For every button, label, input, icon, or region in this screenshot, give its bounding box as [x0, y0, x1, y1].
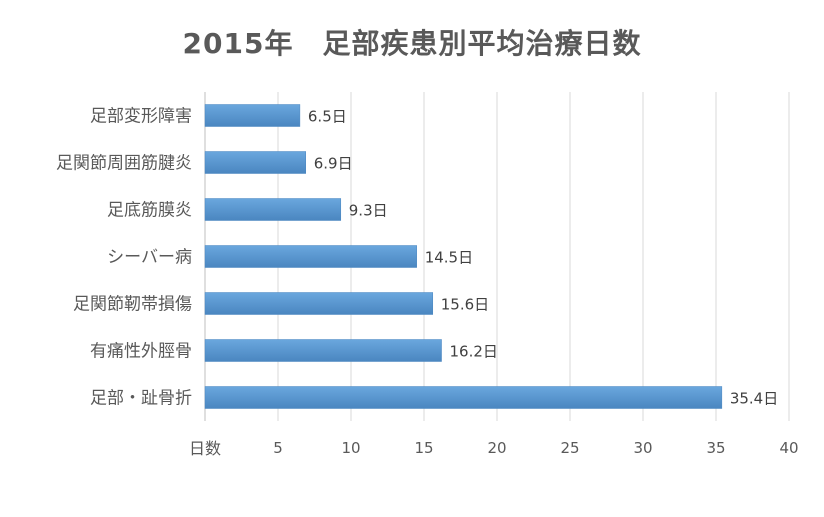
bar-2 — [204, 198, 342, 221]
category-label-5: 有痛性外脛骨 — [90, 342, 192, 362]
bar-1 — [204, 151, 306, 174]
x-tick-label-5: 5 — [273, 439, 283, 457]
x-axis-label: 日数 — [189, 439, 221, 458]
x-tick-label-20: 20 — [487, 439, 506, 457]
bar-4 — [204, 292, 434, 315]
bar-3 — [204, 245, 417, 268]
bar-5 — [204, 339, 442, 362]
x-tick-label-10: 10 — [341, 439, 360, 457]
data-label-6: 35.4日 — [730, 390, 778, 408]
category-label-6: 足部・趾骨折 — [90, 389, 192, 409]
category-label-4: 足関節靭帯損傷 — [73, 295, 192, 315]
data-label-4: 15.6日 — [441, 296, 489, 314]
chart-title: 2015年 足部疾患別平均治療日数 — [182, 27, 642, 60]
x-tick-label-35: 35 — [706, 439, 725, 457]
category-label-2: 足底筋膜炎 — [107, 201, 192, 221]
data-label-0: 6.5日 — [308, 108, 347, 126]
data-label-2: 9.3日 — [349, 202, 388, 220]
x-tick-label-40: 40 — [779, 439, 798, 457]
data-label-1: 6.9日 — [314, 155, 353, 173]
bar-6 — [204, 386, 723, 409]
x-tick-label-25: 25 — [560, 439, 579, 457]
category-label-0: 足部変形障害 — [90, 107, 192, 127]
category-label-1: 足関節周囲筋腱炎 — [56, 154, 192, 174]
bar-0 — [204, 104, 301, 127]
category-label-3: シーバー病 — [107, 248, 192, 268]
data-label-3: 14.5日 — [425, 249, 473, 267]
x-tick-label-15: 15 — [414, 439, 433, 457]
x-tick-label-30: 30 — [633, 439, 652, 457]
data-label-5: 16.2日 — [450, 343, 498, 361]
